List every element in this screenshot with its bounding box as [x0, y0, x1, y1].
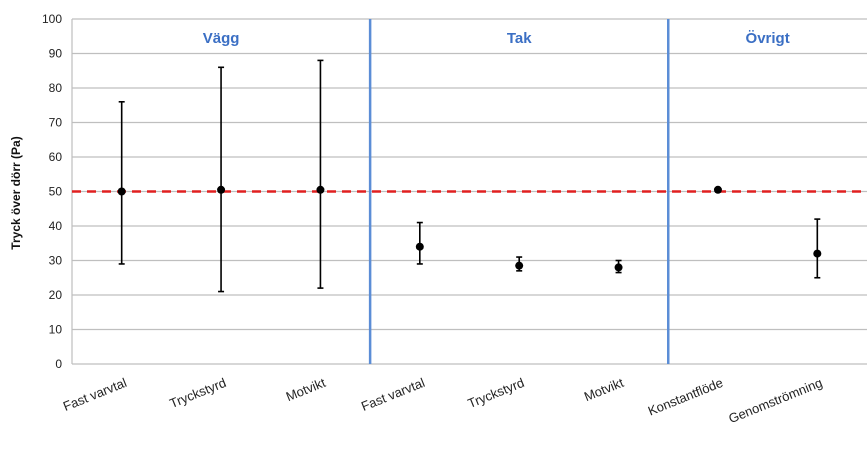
y-tick-label: 10: [49, 323, 63, 337]
section-dividers: [368, 19, 670, 364]
data-points: [117, 185, 822, 272]
x-category-label: Fast varvtal: [61, 375, 129, 414]
data-point: [415, 242, 424, 251]
y-tick-label: 60: [49, 150, 63, 164]
y-tick-label: 90: [49, 47, 63, 61]
data-point: [813, 249, 822, 258]
data-point: [316, 185, 325, 194]
data-point: [117, 187, 126, 196]
error-bars: [118, 59, 821, 293]
y-tick-label: 70: [49, 116, 63, 130]
x-category-label: Tryckstyrd: [466, 375, 527, 411]
x-category-label: Tryckstyrd: [167, 375, 228, 411]
y-tick-label: 0: [55, 357, 62, 371]
section-label: Tak: [507, 30, 532, 47]
x-category-label: Motvikt: [284, 375, 328, 404]
x-category-label: Konstantflöde: [646, 375, 725, 419]
data-point: [614, 263, 623, 272]
y-tick-label: 30: [49, 254, 63, 268]
y-tick-label: 50: [49, 185, 63, 199]
y-axis-ticks: 0 10 20 30 40 50 60 70 80 90 100: [42, 12, 62, 371]
data-point: [217, 185, 226, 194]
x-category-label: Genomströmning: [726, 375, 824, 426]
section-label: Övrigt: [746, 30, 790, 47]
data-point: [713, 185, 722, 194]
y-tick-label: 80: [49, 81, 63, 95]
section-labels: Vägg Tak Övrigt: [203, 30, 790, 47]
y-tick-label: 40: [49, 219, 63, 233]
x-axis-labels: Fast varvtal Tryckstyrd Motvikt Fast varvta…: [61, 375, 825, 426]
x-category-label: Motvikt: [582, 375, 626, 404]
y-tick-label: 20: [49, 288, 63, 302]
section-label: Vägg: [203, 30, 240, 47]
data-point: [515, 261, 524, 270]
x-category-label: Fast varvtal: [359, 375, 427, 414]
y-tick-label: 100: [42, 12, 62, 26]
y-axis-title: Tryck över dörr (Pa): [9, 136, 23, 249]
